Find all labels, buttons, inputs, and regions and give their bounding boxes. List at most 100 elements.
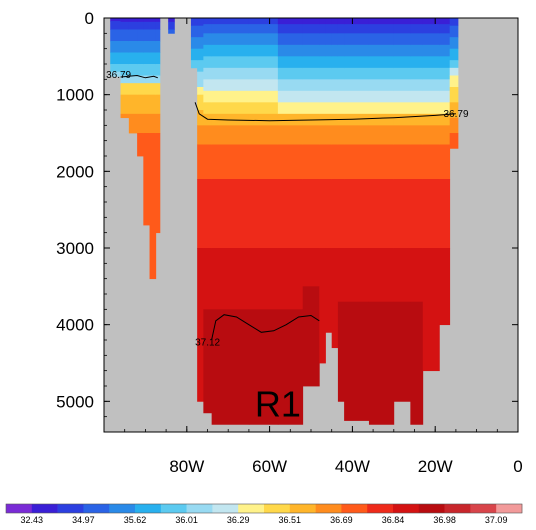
contour-line xyxy=(120,74,158,79)
field-cell xyxy=(110,21,121,30)
field-cell xyxy=(368,67,395,80)
field-cell xyxy=(120,113,130,119)
field-cell xyxy=(449,18,459,27)
field-cell xyxy=(410,44,424,57)
field-cell xyxy=(110,64,121,73)
colorbar-label: 36.69 xyxy=(330,515,353,525)
field-cell xyxy=(143,18,150,23)
contour-label: 36.79 xyxy=(444,109,469,120)
field-cell xyxy=(197,94,204,111)
contour-label: 37.12 xyxy=(195,337,220,348)
field-cell xyxy=(344,102,370,115)
field-cell xyxy=(449,48,459,61)
field-cell xyxy=(277,90,304,103)
field-cell xyxy=(248,125,279,145)
field-cell xyxy=(410,56,424,69)
field-cell xyxy=(128,52,138,65)
field-cell xyxy=(155,94,161,115)
field-cell xyxy=(344,248,370,303)
field-cell xyxy=(331,67,339,80)
field-cell xyxy=(248,90,279,103)
axis-ticks: 0 1000 2000 3000 4000 5000 80W 60W 40W 20W 0 xyxy=(56,9,523,476)
field-cell xyxy=(344,179,370,249)
field-cell xyxy=(197,110,204,126)
field-cell xyxy=(393,44,411,57)
field-cell xyxy=(368,125,395,145)
field-cell xyxy=(344,79,370,92)
field-cell xyxy=(143,133,150,226)
field-cell xyxy=(337,125,345,145)
field-cell xyxy=(137,21,144,30)
contour-line xyxy=(194,102,456,122)
field-cell xyxy=(120,75,130,84)
field-cell xyxy=(190,25,198,38)
field-cell xyxy=(410,179,424,249)
field-cell xyxy=(410,102,424,115)
field-cell xyxy=(439,125,451,145)
field-cell xyxy=(149,64,157,76)
field-cell xyxy=(197,60,204,73)
field-cell xyxy=(143,64,150,76)
field-cell xyxy=(319,67,326,80)
field-cell xyxy=(211,24,250,34)
colorbar-swatch xyxy=(496,504,523,513)
field-cell xyxy=(410,301,424,425)
field-cell xyxy=(337,144,345,180)
field-cell xyxy=(422,144,440,180)
field-cell xyxy=(319,144,326,180)
field-cell xyxy=(277,18,304,25)
field-cell xyxy=(128,18,138,23)
field-cell xyxy=(211,309,250,425)
field-cell xyxy=(197,25,204,38)
y-tick-label: 3000 xyxy=(56,239,94,258)
field-cell xyxy=(302,18,320,25)
field-cell xyxy=(439,67,451,80)
field-cell xyxy=(190,60,198,69)
colorbar-label: 36.98 xyxy=(433,515,456,525)
field-cell xyxy=(248,18,279,25)
field-cell xyxy=(128,83,138,96)
field-cell xyxy=(393,144,411,180)
field-cell xyxy=(439,113,451,126)
field-cell xyxy=(277,24,304,34)
field-cell xyxy=(149,94,157,115)
field-cell xyxy=(439,248,451,326)
field-cell xyxy=(337,102,345,115)
field-cell xyxy=(203,90,213,103)
field-cell xyxy=(211,79,250,92)
field-cell xyxy=(393,301,411,402)
field-cell xyxy=(368,113,395,126)
field-cell xyxy=(393,102,411,115)
field-cell xyxy=(325,79,333,92)
field-cell xyxy=(422,102,440,115)
field-cell xyxy=(248,309,279,425)
colorbar-swatch xyxy=(444,504,471,513)
field-cell xyxy=(325,125,333,145)
field-cell xyxy=(331,179,339,249)
field-cell xyxy=(325,248,333,333)
field-cell xyxy=(337,24,345,34)
field-cell xyxy=(422,24,440,34)
field-cell xyxy=(277,144,304,180)
field-cell xyxy=(422,67,440,80)
field-cell xyxy=(120,64,130,76)
field-cell xyxy=(149,133,157,280)
field-cell xyxy=(393,56,411,69)
field-cell xyxy=(439,144,451,180)
field-cell xyxy=(302,144,320,180)
field-cell xyxy=(155,113,161,134)
field-cell xyxy=(197,125,204,145)
field-cell xyxy=(203,179,213,249)
field-cell xyxy=(368,24,395,34)
field-cell xyxy=(137,113,144,134)
field-cell xyxy=(155,83,161,96)
colorbar-swatch xyxy=(109,504,136,513)
field-cell xyxy=(248,113,279,126)
field-cell xyxy=(319,90,326,103)
field-cell xyxy=(197,71,204,88)
field-cell xyxy=(449,102,459,119)
field-cell xyxy=(449,60,459,69)
field-cell xyxy=(203,24,213,34)
field-cell xyxy=(368,248,395,303)
field-cell xyxy=(325,44,333,57)
